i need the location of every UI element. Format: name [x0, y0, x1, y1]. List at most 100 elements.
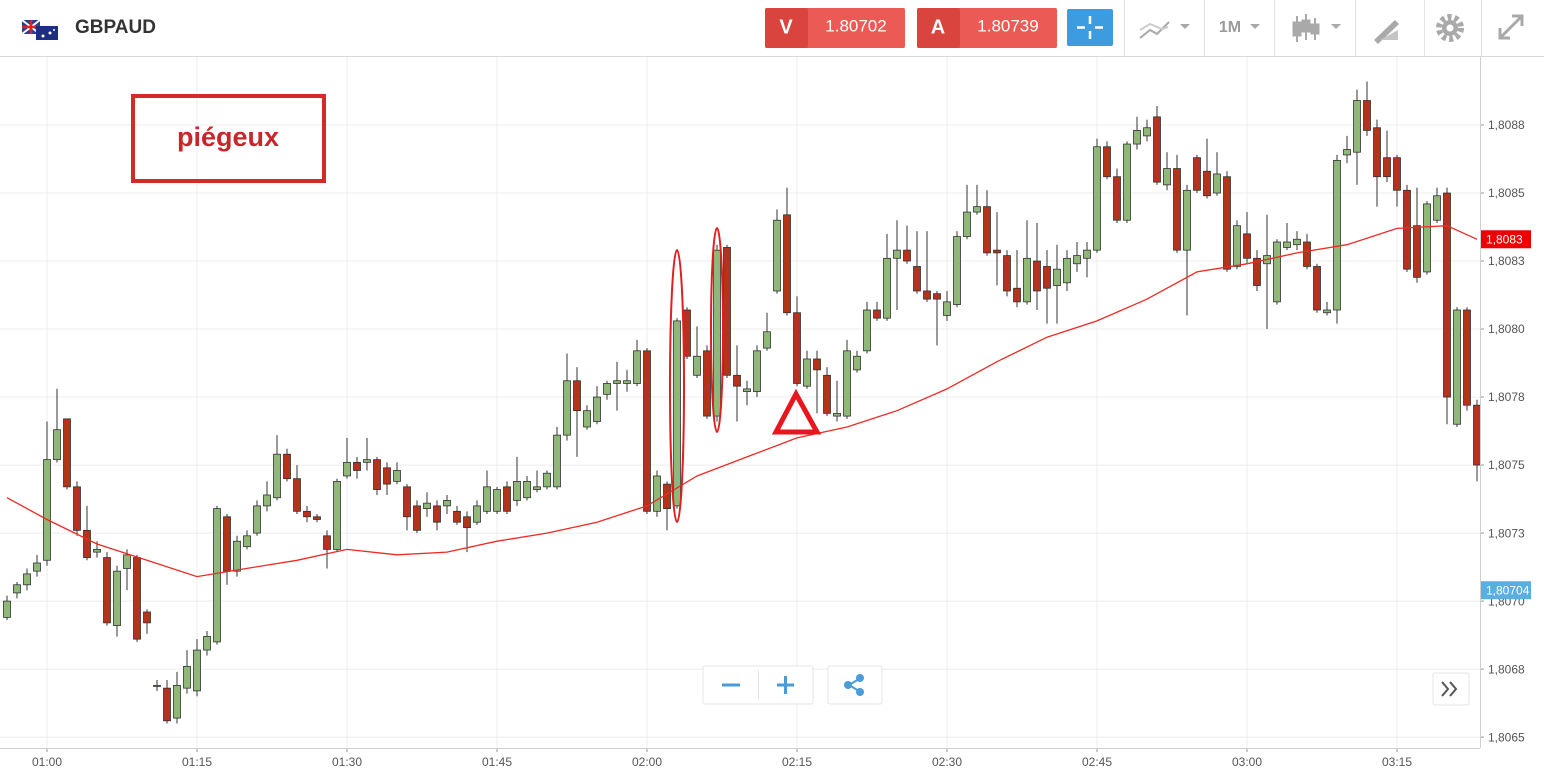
candle-body: [1073, 255, 1081, 265]
candle-body: [123, 554, 131, 569]
series: [3, 81, 1480, 724]
candle-body: [1443, 192, 1451, 398]
candle-body: [733, 374, 741, 387]
drawing-button[interactable]: [1374, 20, 1399, 44]
candle-style-button[interactable]: [1292, 14, 1341, 42]
highlight-triangle: [771, 388, 822, 435]
settings-button[interactable]: [1436, 14, 1464, 42]
y-tick-label: 1,8068: [1488, 662, 1525, 676]
buy-price: 1.80739: [977, 16, 1038, 35]
candle-body: [613, 380, 621, 384]
candle-body: [1303, 241, 1311, 267]
candle-body: [1193, 157, 1201, 191]
candle-body: [143, 611, 151, 624]
buy-button[interactable]: A 1.80739: [917, 8, 1057, 48]
candle-body: [1333, 159, 1341, 311]
y-tick-label: 1,8080: [1488, 322, 1525, 336]
candle-body: [1363, 100, 1371, 131]
candle-body: [43, 459, 51, 561]
candle-body: [53, 429, 61, 461]
candle-body: [1153, 116, 1161, 183]
candle-body: [653, 475, 661, 512]
x-tick-label: 02:30: [932, 755, 962, 769]
annotations: piégeux: [131, 94, 822, 523]
candle-body: [813, 358, 821, 371]
candle-body: [1243, 233, 1251, 259]
candle-body: [1053, 268, 1061, 286]
candle-body: [773, 219, 781, 292]
candle-body: [1043, 266, 1051, 289]
zoom-controls: [702, 665, 1470, 706]
candle-body: [353, 461, 361, 471]
candle-body: [473, 505, 481, 523]
candle-body: [623, 380, 631, 384]
candle-body: [573, 380, 581, 412]
fullscreen-button[interactable]: [1498, 14, 1524, 40]
candle-body: [213, 508, 221, 643]
y-tick-label: 1,8073: [1488, 526, 1525, 540]
scroll-end-button[interactable]: [1432, 672, 1470, 706]
x-tick-label: 03:15: [1382, 755, 1412, 769]
candle-body: [13, 584, 21, 594]
candle-body: [493, 489, 501, 512]
annotation-text: piégeux: [177, 122, 279, 152]
candle-body: [1373, 127, 1381, 178]
y-tick-label: 1,8075: [1488, 458, 1525, 472]
candle-body: [1403, 189, 1411, 270]
chart-type-button[interactable]: [1139, 21, 1190, 39]
candle-body: [133, 557, 141, 640]
flag: [21, 19, 58, 40]
candle-body: [453, 510, 461, 523]
candle-body: [603, 383, 611, 395]
candle-body: [113, 570, 121, 626]
candle-body: [403, 486, 411, 518]
highlight-ellipse: [710, 227, 724, 433]
candle-body: [723, 247, 731, 376]
candle-body: [1233, 225, 1241, 267]
x-tick-label: 01:00: [32, 755, 62, 769]
candle-body: [983, 206, 991, 254]
plot-area: 1,80651,80681,80701,80731,80751,80781,80…: [0, 57, 1531, 769]
candle-body: [1433, 195, 1441, 221]
crosshair-button[interactable]: [1067, 9, 1113, 46]
candle-body: [593, 396, 601, 422]
share-button[interactable]: [827, 665, 883, 705]
candle-body: [1093, 146, 1101, 251]
candle-body: [523, 480, 531, 499]
candle-body: [1003, 255, 1011, 292]
candle-body: [1473, 404, 1480, 466]
candle-body: [963, 211, 971, 237]
zoom-in-button[interactable]: [777, 676, 794, 694]
candle-body: [1173, 168, 1181, 251]
price-marker: [1481, 230, 1531, 249]
candle-body: [833, 412, 841, 417]
candle-body: [393, 470, 401, 482]
x-tick-label: 01:15: [182, 755, 212, 769]
candle-body: [1033, 260, 1041, 292]
candle-body: [993, 249, 1001, 254]
candle-body: [863, 309, 871, 352]
candle-body: [1063, 257, 1071, 284]
candle-body: [503, 486, 511, 512]
timeframe-button[interactable]: 1M: [1219, 19, 1260, 36]
annotation-box: [131, 94, 326, 183]
candle-body: [33, 562, 41, 572]
price-marker-label: 1,80704: [1486, 583, 1530, 597]
candle-body: [23, 573, 31, 586]
sell-button[interactable]: V 1.80702: [765, 8, 905, 48]
candle-body: [1293, 238, 1301, 246]
candle-body: [193, 649, 201, 692]
price-marker: [1481, 581, 1531, 600]
candle-body: [263, 494, 271, 507]
candle-body: [583, 410, 591, 428]
candle-body: [1013, 287, 1021, 303]
candle-body: [93, 549, 101, 553]
moving-average: [6, 225, 1478, 578]
candle-body: [1113, 176, 1121, 221]
y-tick-label: 1,8085: [1488, 186, 1525, 200]
candle-body: [533, 486, 541, 490]
candle-body: [83, 529, 91, 558]
x-tick-label: 02:15: [782, 755, 812, 769]
candle-body: [433, 505, 441, 523]
candle-body: [543, 472, 551, 488]
